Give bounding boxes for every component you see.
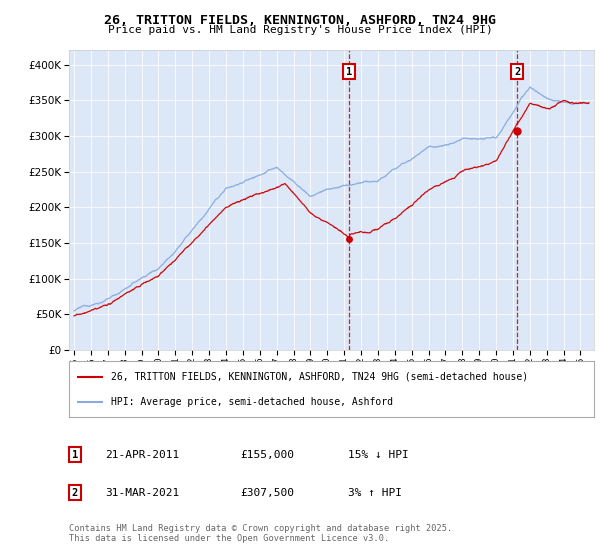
Text: HPI: Average price, semi-detached house, Ashford: HPI: Average price, semi-detached house,…	[111, 396, 393, 407]
Text: 21-APR-2011: 21-APR-2011	[105, 450, 179, 460]
Text: £155,000: £155,000	[240, 450, 294, 460]
Text: 26, TRITTON FIELDS, KENNINGTON, ASHFORD, TN24 9HG: 26, TRITTON FIELDS, KENNINGTON, ASHFORD,…	[104, 14, 496, 27]
Text: 2: 2	[72, 488, 78, 498]
Text: 3% ↑ HPI: 3% ↑ HPI	[348, 488, 402, 498]
Text: 2: 2	[514, 67, 520, 77]
Text: 15% ↓ HPI: 15% ↓ HPI	[348, 450, 409, 460]
Text: 26, TRITTON FIELDS, KENNINGTON, ASHFORD, TN24 9HG (semi-detached house): 26, TRITTON FIELDS, KENNINGTON, ASHFORD,…	[111, 372, 528, 382]
Text: Price paid vs. HM Land Registry's House Price Index (HPI): Price paid vs. HM Land Registry's House …	[107, 25, 493, 35]
Text: £307,500: £307,500	[240, 488, 294, 498]
Text: Contains HM Land Registry data © Crown copyright and database right 2025.
This d: Contains HM Land Registry data © Crown c…	[69, 524, 452, 543]
Text: 1: 1	[72, 450, 78, 460]
Text: 31-MAR-2021: 31-MAR-2021	[105, 488, 179, 498]
Text: 1: 1	[346, 67, 352, 77]
